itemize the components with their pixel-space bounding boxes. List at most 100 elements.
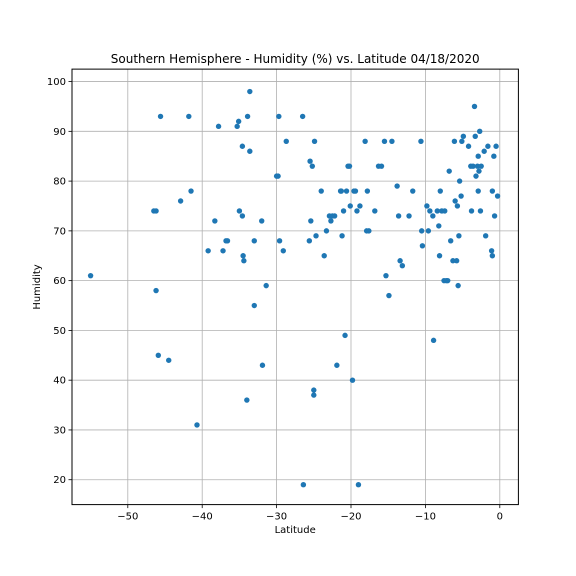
data-point bbox=[237, 208, 242, 213]
data-point bbox=[457, 178, 462, 183]
data-point bbox=[476, 188, 481, 193]
data-point bbox=[220, 248, 225, 253]
data-point bbox=[348, 203, 353, 208]
data-point bbox=[158, 114, 163, 119]
data-point bbox=[240, 213, 245, 218]
data-point bbox=[396, 213, 401, 218]
data-point bbox=[447, 168, 452, 173]
data-point bbox=[153, 288, 158, 293]
data-point bbox=[277, 238, 282, 243]
data-point bbox=[478, 208, 483, 213]
data-point bbox=[275, 173, 280, 178]
data-point bbox=[332, 213, 337, 218]
x-tick-label: −50 bbox=[117, 512, 138, 523]
data-point bbox=[386, 293, 391, 298]
data-point bbox=[394, 183, 399, 188]
data-point bbox=[234, 124, 239, 129]
data-point bbox=[458, 193, 463, 198]
data-point bbox=[445, 278, 450, 283]
data-point bbox=[240, 144, 245, 149]
data-point bbox=[431, 338, 436, 343]
data-point bbox=[312, 139, 317, 144]
data-point bbox=[281, 248, 286, 253]
data-point bbox=[491, 154, 496, 159]
y-tick-label: 70 bbox=[53, 226, 66, 237]
data-point bbox=[350, 377, 355, 382]
data-point bbox=[156, 353, 161, 358]
data-point bbox=[476, 154, 481, 159]
data-point bbox=[365, 188, 370, 193]
chart-title: Southern Hemisphere - Humidity (%) vs. L… bbox=[111, 52, 480, 66]
data-point bbox=[310, 163, 315, 168]
y-tick-label: 50 bbox=[53, 326, 66, 337]
data-point bbox=[225, 238, 230, 243]
data-point bbox=[342, 333, 347, 338]
data-point bbox=[382, 139, 387, 144]
data-point bbox=[259, 218, 264, 223]
data-point bbox=[301, 482, 306, 487]
data-point bbox=[194, 422, 199, 427]
y-tick-label: 100 bbox=[47, 77, 66, 88]
data-point bbox=[438, 188, 443, 193]
data-point bbox=[186, 114, 191, 119]
data-point bbox=[448, 238, 453, 243]
data-point bbox=[459, 139, 464, 144]
data-point bbox=[485, 144, 490, 149]
data-point bbox=[479, 163, 484, 168]
data-point bbox=[418, 139, 423, 144]
data-point bbox=[308, 218, 313, 223]
data-point bbox=[205, 248, 210, 253]
data-point bbox=[495, 193, 500, 198]
data-point bbox=[300, 114, 305, 119]
data-point bbox=[452, 198, 457, 203]
y-tick-label: 80 bbox=[53, 177, 66, 188]
data-point bbox=[324, 228, 329, 233]
data-point bbox=[339, 188, 344, 193]
x-tick-label: −10 bbox=[415, 512, 436, 523]
data-point bbox=[473, 173, 478, 178]
data-point bbox=[347, 163, 352, 168]
data-point bbox=[481, 149, 486, 154]
data-point bbox=[252, 238, 257, 243]
data-point bbox=[492, 213, 497, 218]
data-point bbox=[490, 188, 495, 193]
data-point bbox=[436, 223, 441, 228]
data-point bbox=[178, 198, 183, 203]
data-point bbox=[455, 283, 460, 288]
x-tick-label: −30 bbox=[266, 512, 287, 523]
data-point bbox=[307, 238, 312, 243]
data-point bbox=[469, 208, 474, 213]
data-point bbox=[493, 144, 498, 149]
y-tick-label: 90 bbox=[53, 127, 66, 138]
data-point bbox=[334, 363, 339, 368]
data-point bbox=[406, 213, 411, 218]
data-point bbox=[372, 208, 377, 213]
data-point bbox=[353, 188, 358, 193]
data-point bbox=[216, 124, 221, 129]
data-point bbox=[153, 208, 158, 213]
data-point bbox=[437, 253, 442, 258]
data-point bbox=[362, 139, 367, 144]
data-point bbox=[397, 258, 402, 263]
data-point bbox=[247, 149, 252, 154]
data-point bbox=[263, 283, 268, 288]
x-tick-label: −40 bbox=[192, 512, 213, 523]
y-tick-label: 60 bbox=[53, 276, 66, 287]
data-point bbox=[420, 243, 425, 248]
data-point bbox=[426, 228, 431, 233]
y-tick-label: 30 bbox=[53, 425, 66, 436]
data-point bbox=[366, 228, 371, 233]
data-point bbox=[311, 387, 316, 392]
data-point bbox=[88, 273, 93, 278]
data-point bbox=[245, 114, 250, 119]
data-point bbox=[477, 129, 482, 134]
data-point bbox=[410, 188, 415, 193]
data-point bbox=[313, 233, 318, 238]
data-point bbox=[472, 104, 477, 109]
data-point bbox=[489, 248, 494, 253]
data-point bbox=[339, 233, 344, 238]
data-point bbox=[212, 218, 217, 223]
data-point bbox=[236, 119, 241, 124]
data-point bbox=[473, 134, 478, 139]
